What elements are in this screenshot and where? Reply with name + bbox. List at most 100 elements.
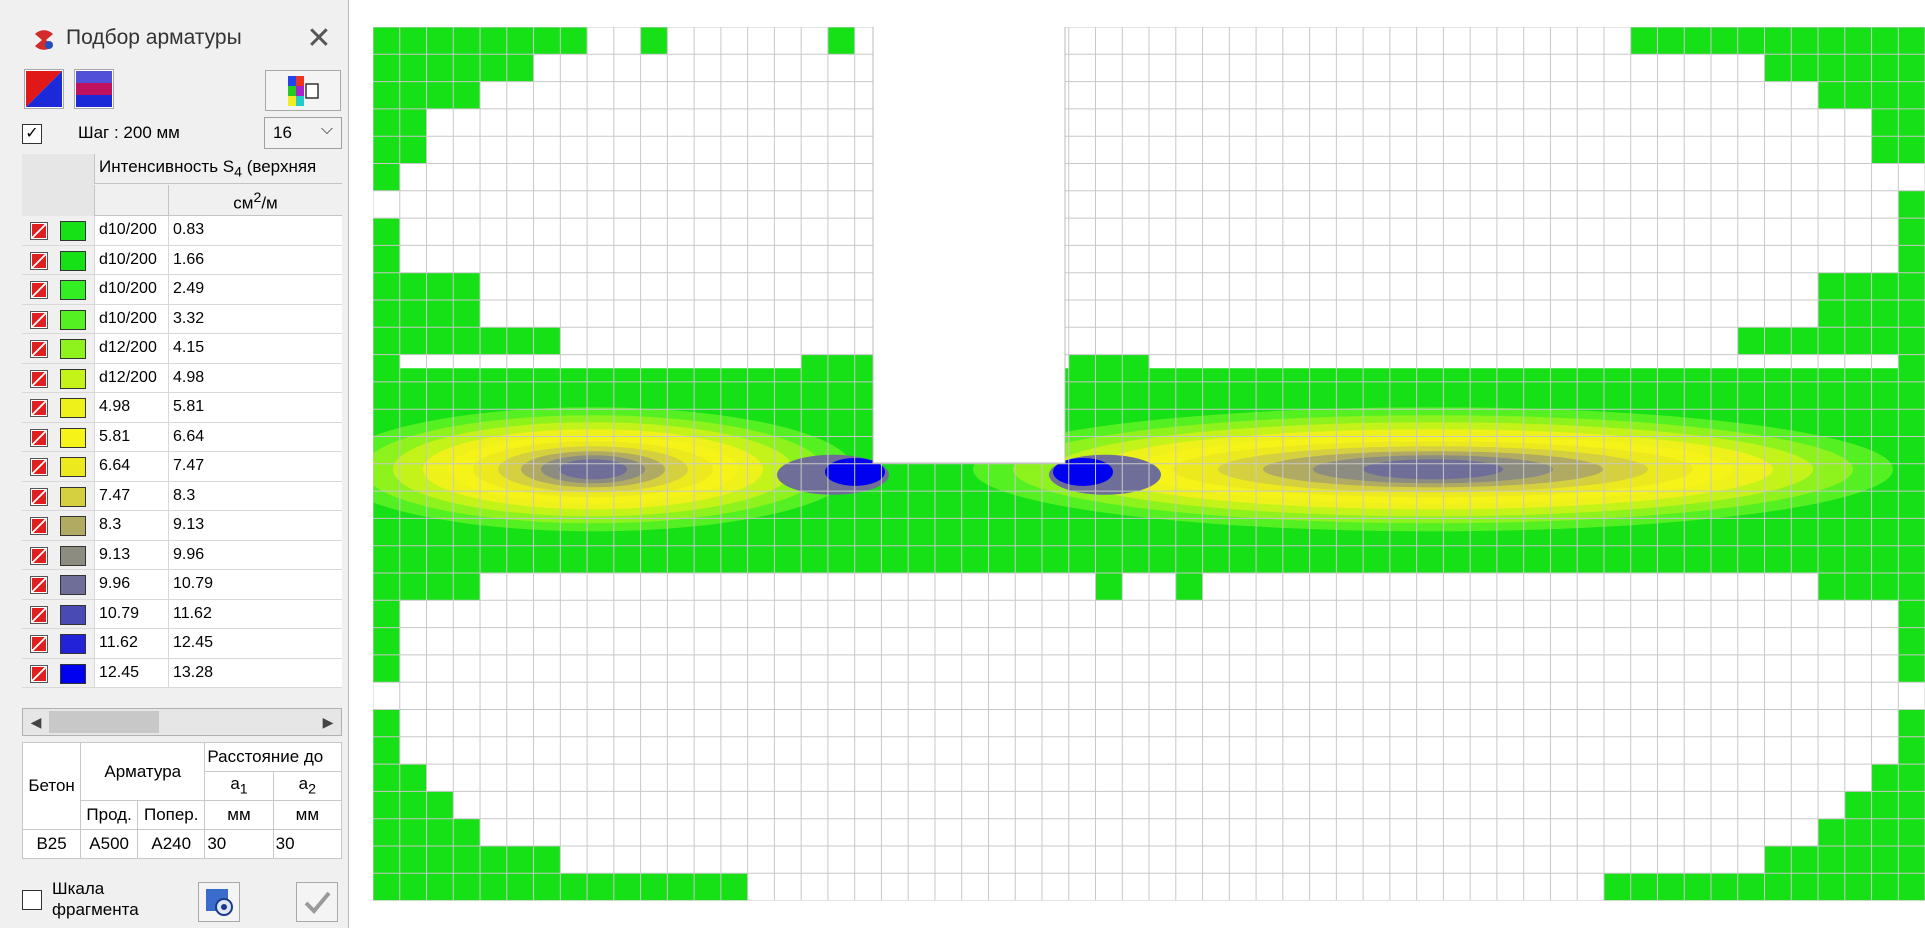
scale-row[interactable]: 8.3 9.13 bbox=[22, 511, 342, 541]
row-visible-checkbox[interactable] bbox=[30, 517, 48, 535]
row-visible-checkbox[interactable] bbox=[30, 576, 48, 594]
green-cell bbox=[399, 27, 427, 55]
colour-palette-button[interactable] bbox=[265, 70, 341, 111]
apply-button[interactable] bbox=[296, 882, 338, 922]
colour-swatch[interactable] bbox=[60, 339, 86, 359]
scale-row[interactable]: 9.13 9.96 bbox=[22, 540, 342, 570]
colour-swatch[interactable] bbox=[60, 368, 86, 389]
concrete-class[interactable]: B25 bbox=[21, 829, 82, 859]
green-cell bbox=[453, 327, 481, 355]
green-cell bbox=[426, 327, 454, 355]
window-title: Подбор арматуры bbox=[66, 26, 242, 49]
scale-row[interactable]: 4.98 5.81 bbox=[22, 393, 342, 423]
scale-count-select[interactable]: 16 ⌵ bbox=[264, 117, 342, 149]
scale-row[interactable]: 5.81 6.64 bbox=[22, 422, 342, 452]
step-checkbox[interactable]: ✓ bbox=[22, 124, 42, 144]
green-cell bbox=[373, 218, 400, 246]
scale-row[interactable]: 10.79 11.62 bbox=[22, 599, 342, 629]
row-visible-checkbox[interactable] bbox=[30, 369, 48, 388]
intensity-header-suffix: (верхняя bbox=[242, 157, 317, 176]
row-visible-checkbox[interactable] bbox=[30, 399, 48, 417]
colour-swatch[interactable] bbox=[60, 516, 86, 536]
scale-row[interactable]: 6.64 7.47 bbox=[22, 452, 342, 482]
row-visible-checkbox[interactable] bbox=[30, 251, 48, 270]
green-cell bbox=[1657, 27, 1685, 55]
green-cell bbox=[1871, 108, 1899, 137]
colour-swatch[interactable] bbox=[60, 309, 86, 330]
fragment-scale-checkbox[interactable] bbox=[22, 890, 42, 910]
green-cell bbox=[373, 108, 400, 137]
green-cell bbox=[1630, 27, 1658, 55]
row-visible-checkbox[interactable] bbox=[30, 546, 48, 565]
colour-swatch[interactable] bbox=[60, 280, 86, 300]
colour-mode-diagonal-button[interactable] bbox=[24, 69, 64, 109]
scrollbar-thumb[interactable] bbox=[49, 711, 159, 733]
green-cell bbox=[426, 81, 454, 109]
scale-row[interactable]: d10/200 0.83 bbox=[22, 216, 342, 246]
row-visible-checkbox[interactable] bbox=[30, 458, 48, 476]
colour-swatch[interactable] bbox=[60, 545, 86, 566]
green-cell bbox=[373, 818, 400, 846]
settings-button[interactable] bbox=[198, 882, 240, 922]
colour-swatch[interactable] bbox=[60, 427, 86, 448]
scale-row[interactable]: d10/200 1.66 bbox=[22, 245, 342, 275]
a2-value[interactable]: 30 bbox=[272, 829, 343, 859]
row-visible-checkbox[interactable] bbox=[30, 310, 48, 329]
scale-row[interactable]: 9.96 10.79 bbox=[22, 570, 342, 600]
green-cell bbox=[1603, 873, 1631, 901]
green-cell bbox=[373, 300, 400, 328]
colour-swatch[interactable] bbox=[60, 575, 86, 595]
range-from: 4.98 bbox=[94, 393, 168, 422]
scroll-left-icon[interactable]: ◀ bbox=[30, 714, 42, 730]
plate-field bbox=[373, 27, 1925, 901]
reinforcement-intensity-map[interactable] bbox=[373, 27, 1925, 901]
green-cell bbox=[1898, 81, 1925, 109]
colour-swatch[interactable] bbox=[60, 398, 86, 418]
row-visible-checkbox[interactable] bbox=[30, 340, 48, 358]
rebar-header: Арматура bbox=[80, 742, 206, 801]
scale-row[interactable]: 7.47 8.3 bbox=[22, 481, 342, 511]
step-label: Шаг : 200 мм bbox=[78, 123, 180, 142]
green-cell bbox=[1898, 300, 1925, 328]
transverse-rebar-class[interactable]: A240 bbox=[137, 829, 206, 859]
layers-icon bbox=[76, 71, 112, 107]
colour-swatch[interactable] bbox=[60, 663, 86, 684]
unit-header: см2/м bbox=[168, 185, 342, 216]
colour-swatch[interactable] bbox=[60, 221, 86, 241]
notch-outline bbox=[872, 27, 1066, 464]
green-cell bbox=[1737, 873, 1765, 901]
scale-row[interactable]: 11.62 12.45 bbox=[22, 629, 342, 659]
longitudinal-header: Прод. bbox=[80, 800, 139, 830]
scale-row[interactable]: 12.45 13.28 bbox=[22, 658, 342, 688]
a1-value[interactable]: 30 bbox=[204, 829, 274, 859]
colour-swatch[interactable] bbox=[60, 634, 86, 654]
row-visible-checkbox[interactable] bbox=[30, 605, 48, 624]
longitudinal-rebar-class[interactable]: A500 bbox=[80, 829, 139, 859]
scale-row[interactable]: d10/200 3.32 bbox=[22, 304, 342, 334]
green-cell bbox=[480, 873, 507, 901]
close-button[interactable]: ✕ bbox=[300, 20, 338, 58]
colour-swatch[interactable] bbox=[60, 250, 86, 271]
colour-swatch[interactable] bbox=[60, 604, 86, 625]
scale-row[interactable]: d10/200 2.49 bbox=[22, 275, 342, 305]
row-visible-checkbox[interactable] bbox=[30, 428, 48, 447]
colour-swatch[interactable] bbox=[60, 457, 86, 477]
header-corner bbox=[22, 154, 94, 216]
colour-swatch[interactable] bbox=[60, 486, 86, 507]
row-visible-checkbox[interactable] bbox=[30, 281, 48, 299]
scale-row[interactable]: d12/200 4.98 bbox=[22, 363, 342, 393]
row-visible-checkbox[interactable] bbox=[30, 664, 48, 683]
green-cell bbox=[1844, 873, 1872, 901]
row-visible-checkbox[interactable] bbox=[30, 222, 48, 240]
colour-mode-layers-button[interactable] bbox=[74, 69, 114, 109]
row-visible-checkbox[interactable] bbox=[30, 487, 48, 506]
green-cell bbox=[587, 873, 614, 901]
scroll-right-icon[interactable]: ▶ bbox=[322, 714, 334, 730]
row-visible-checkbox[interactable] bbox=[30, 635, 48, 653]
green-cell bbox=[399, 573, 427, 601]
green-cell bbox=[453, 818, 481, 846]
green-cell bbox=[1871, 272, 1899, 300]
green-cell bbox=[613, 873, 641, 901]
horizontal-scrollbar[interactable]: ◀ ▶ bbox=[22, 708, 342, 736]
scale-row[interactable]: d12/200 4.15 bbox=[22, 334, 342, 364]
